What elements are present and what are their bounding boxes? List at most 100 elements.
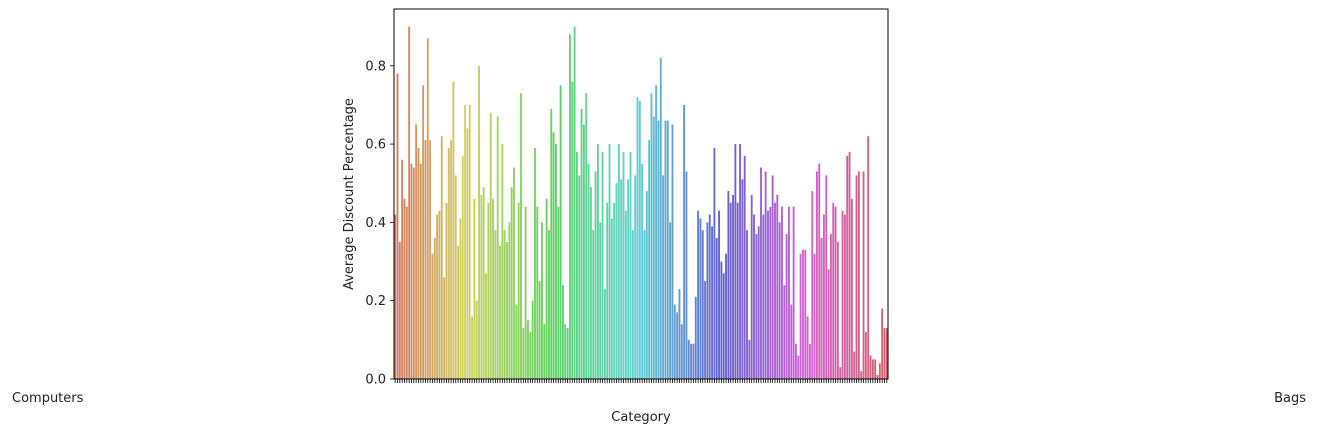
y-tick-label: 0.0: [365, 373, 386, 388]
bar: [715, 238, 718, 379]
y-tick-label: 0.8: [365, 59, 386, 74]
bar: [811, 191, 814, 379]
bar: [608, 144, 611, 379]
bar: [396, 73, 399, 379]
bar: [650, 93, 653, 380]
bar: [494, 230, 497, 379]
bar: [785, 234, 788, 379]
bar: [417, 147, 420, 379]
bar: [496, 116, 499, 380]
bar: [860, 371, 863, 379]
bar: [566, 328, 569, 379]
bar: [648, 140, 651, 379]
bar: [834, 206, 837, 379]
bar: [666, 120, 669, 379]
bar: [769, 206, 772, 379]
bar: [485, 273, 487, 379]
bar: [629, 151, 632, 379]
bar: [732, 194, 734, 379]
bar: [839, 367, 842, 379]
bar: [671, 124, 674, 379]
bar: [799, 253, 802, 379]
bar: [750, 194, 753, 379]
bar: [848, 151, 851, 379]
bar: [534, 147, 536, 379]
bar: [816, 171, 818, 379]
bar: [643, 230, 646, 379]
bar: [562, 285, 564, 379]
bar: [802, 249, 804, 379]
bar: [706, 222, 709, 379]
bar: [582, 124, 585, 379]
y-axis: 0.0 0.2 0.4 0.6 0.8: [365, 59, 394, 388]
bar: [771, 175, 774, 379]
bar: [596, 144, 599, 379]
bar: [592, 230, 595, 379]
bar: [781, 206, 783, 379]
bar: [792, 206, 795, 379]
bar: [410, 163, 413, 379]
bar: [664, 120, 667, 379]
bar: [718, 210, 720, 379]
bar: [571, 81, 574, 380]
bar: [797, 355, 800, 379]
bar: [527, 320, 529, 379]
bar: [748, 339, 751, 379]
bar: [827, 269, 830, 379]
bar: [853, 351, 856, 379]
bar: [550, 108, 553, 379]
bar: [424, 140, 427, 379]
bar: [685, 171, 688, 379]
bar: [885, 328, 888, 379]
bar: [729, 202, 732, 379]
bar: [641, 163, 644, 379]
x-tick-label-first: Computers: [12, 391, 84, 406]
bar: [617, 144, 620, 379]
bar: [440, 136, 443, 379]
bar: [517, 202, 520, 379]
bar: [508, 222, 511, 379]
bar: [760, 167, 762, 379]
bar: [541, 222, 543, 379]
bar: [809, 343, 811, 379]
bar: [492, 198, 494, 379]
bar: [755, 234, 758, 379]
bar: [881, 308, 884, 379]
bar: [857, 171, 860, 379]
bar: [394, 214, 397, 379]
bar: [433, 238, 436, 379]
y-tick-label: 0.2: [365, 294, 386, 309]
plot-frame: [393, 8, 889, 380]
bar: [820, 238, 823, 379]
bar: [687, 339, 690, 379]
bar: [613, 202, 616, 379]
bar: [557, 206, 560, 379]
bar: [580, 108, 583, 379]
bar: [501, 144, 504, 379]
bar: [438, 210, 441, 379]
bar: [478, 65, 480, 380]
bar: [692, 343, 695, 379]
bar: [559, 85, 562, 379]
bar: [753, 214, 755, 379]
y-tick-label: 0.4: [365, 216, 386, 231]
bar: [673, 304, 676, 379]
bar: [450, 140, 453, 379]
x-tick-label-last: Bags: [1274, 391, 1306, 406]
bar: [436, 214, 439, 379]
bar: [713, 147, 716, 379]
bar: [627, 179, 630, 379]
bar: [594, 171, 597, 379]
bar: [657, 120, 660, 379]
bar: [431, 253, 434, 379]
bar: [829, 234, 832, 379]
bar: [659, 57, 662, 379]
bar: [531, 300, 534, 379]
bar: [573, 26, 576, 380]
bar: [603, 288, 606, 379]
bar: [783, 285, 786, 379]
bar: [578, 175, 581, 379]
bar: [764, 171, 767, 379]
bar: [524, 206, 527, 379]
bar: [520, 93, 522, 380]
